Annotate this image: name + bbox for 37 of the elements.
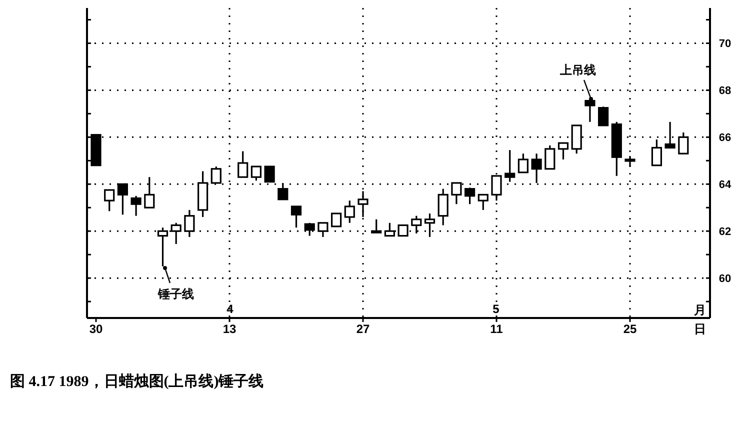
candlestick: [438, 188, 448, 226]
x-tick-label: 13: [222, 322, 236, 336]
candlestick: [371, 218, 382, 234]
y-tick-label: 68: [718, 85, 732, 98]
candlestick: [478, 194, 488, 211]
candlestick: [678, 132, 689, 154]
candlestick: [278, 182, 288, 200]
x-tick-label: 27: [356, 322, 370, 336]
text: 图 4.17 1989，日蜡烛图(上吊线)锤子线: [10, 373, 264, 390]
annotation: 锤子线: [157, 287, 194, 301]
candlestick: [184, 209, 195, 238]
y-tick-label: 66: [718, 132, 732, 144]
candlestick: [518, 152, 528, 174]
annotation: 4: [226, 302, 234, 316]
candlestick: [558, 142, 569, 160]
y-tick-label: 70: [718, 38, 732, 50]
candlestick: [464, 186, 476, 205]
x-tick-label: 11: [490, 322, 504, 336]
candlestick: [504, 149, 516, 183]
annotation: 上吊线: [559, 63, 596, 77]
x-tick-label: 30: [89, 322, 103, 336]
candlestick: [344, 200, 355, 224]
candlestick: [598, 106, 609, 126]
candlestick: [331, 212, 342, 228]
candlestick: [130, 195, 142, 217]
y-tick-label: 62: [718, 226, 732, 238]
candlestick: [544, 144, 556, 170]
annotation: 5: [492, 302, 500, 316]
x-tick-label: 25: [623, 322, 637, 336]
candlestick: [104, 189, 115, 212]
x-axis-title: 月日: [693, 303, 706, 336]
candlestick: [318, 222, 328, 238]
candlestick: [238, 150, 248, 178]
candlestick: [250, 166, 262, 182]
y-tick-label: 60: [718, 272, 732, 285]
y-tick-label: 64: [718, 178, 732, 191]
candlestick: [290, 206, 302, 228]
